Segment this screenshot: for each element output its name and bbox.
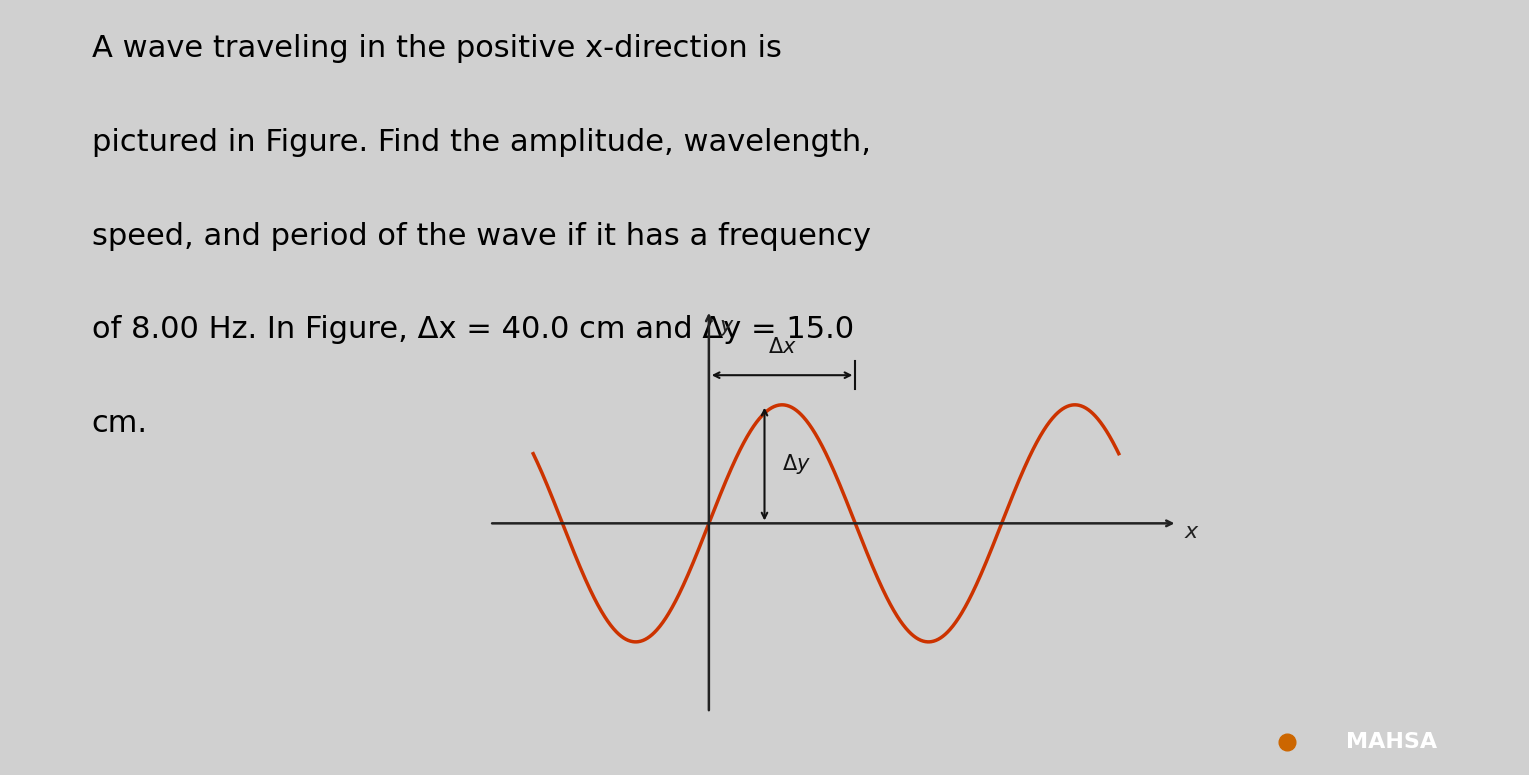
Text: $\Delta y$: $\Delta y$ [781,452,810,476]
Text: of 8.00 Hz. In Figure, Δx = 40.0 cm and Δy = 15.0: of 8.00 Hz. In Figure, Δx = 40.0 cm and … [92,315,853,344]
Text: pictured in Figure. Find the amplitude, wavelength,: pictured in Figure. Find the amplitude, … [92,128,870,157]
Text: A wave traveling in the positive x-direction is: A wave traveling in the positive x-direc… [92,34,781,63]
Text: cm.: cm. [92,409,148,438]
Text: MAHSA: MAHSA [1346,732,1437,752]
Text: $\Delta x$: $\Delta x$ [768,337,797,357]
Text: speed, and period of the wave if it has a frequency: speed, and period of the wave if it has … [92,222,870,250]
Text: x: x [1185,522,1197,542]
Text: y: y [719,316,732,336]
